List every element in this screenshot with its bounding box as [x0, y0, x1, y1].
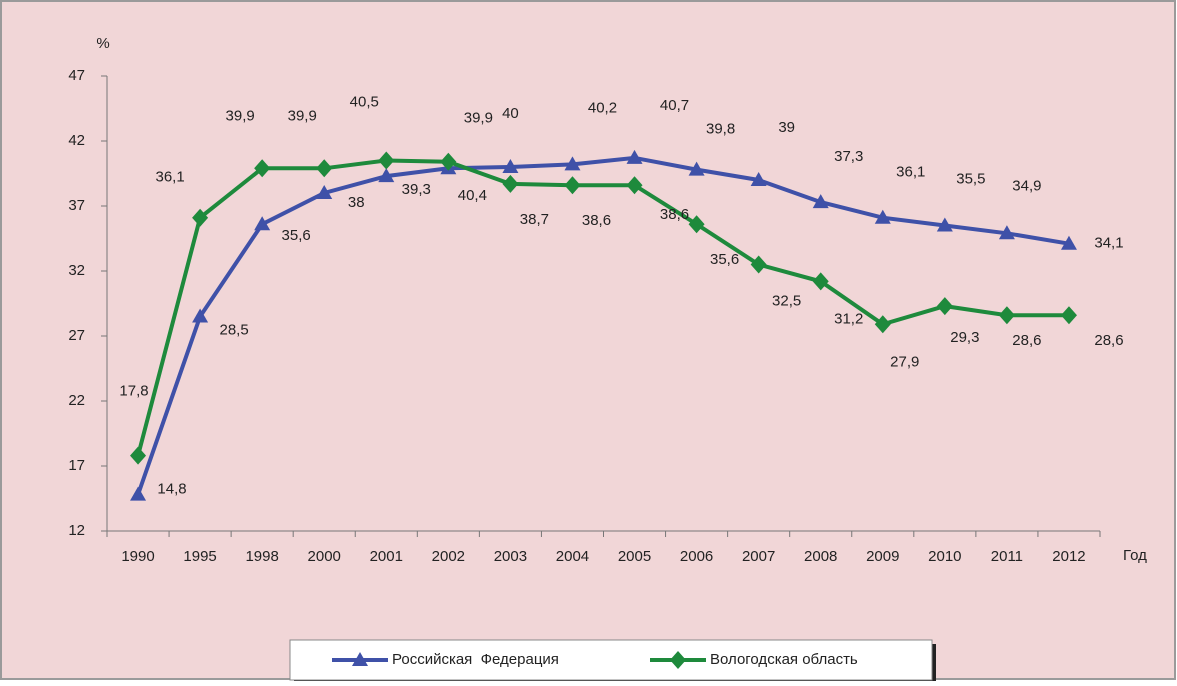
y-tick-label: 42 [68, 132, 85, 149]
data-label: 40,5 [350, 93, 379, 110]
data-label: 39,3 [402, 181, 431, 198]
marker [316, 159, 333, 178]
data-label: 40 [502, 105, 519, 122]
marker [502, 159, 519, 173]
legend-label: Российская Федерация [392, 651, 559, 668]
series-line [136, 155, 1070, 496]
y-tick-label: 32 [68, 262, 85, 279]
x-tick-label: 2005 [618, 548, 651, 565]
data-label: 35,6 [710, 251, 739, 268]
legend [289, 639, 933, 681]
data-label: 40,2 [588, 99, 617, 116]
x-tick-label: 1995 [183, 548, 216, 565]
data-label: 40,7 [660, 97, 689, 114]
marker [688, 161, 705, 176]
data-label: 39,9 [464, 109, 493, 126]
x-tick-label: 2002 [432, 548, 465, 565]
marker [564, 176, 581, 195]
marker [750, 172, 767, 186]
marker [874, 209, 891, 224]
data-label: 39,9 [226, 107, 255, 124]
marker [564, 156, 581, 171]
data-label: 39 [778, 119, 795, 136]
marker [1060, 235, 1077, 250]
data-label: 40,4 [458, 187, 487, 204]
marker [812, 194, 829, 209]
x-tick-label: 1998 [245, 548, 278, 565]
data-label: 38,6 [660, 206, 689, 223]
x-tick-label: 2006 [680, 548, 713, 565]
x-tick-label: 1990 [121, 548, 154, 565]
marker [130, 486, 147, 501]
data-label: 36,1 [896, 164, 925, 181]
data-label: 28,6 [1012, 332, 1041, 349]
x-tick-label: 2007 [742, 548, 775, 565]
legend-label: Вологодская область [710, 651, 858, 668]
y-tick-label: 37 [68, 197, 85, 214]
data-label: 39,9 [288, 107, 317, 124]
y-tick-label: 47 [68, 67, 85, 84]
data-label: 32,5 [772, 292, 801, 309]
y-tick-label: 22 [68, 392, 85, 409]
y-tick-label: 12 [68, 522, 85, 539]
legend-marker [670, 651, 686, 669]
x-tick-label: 2012 [1052, 548, 1085, 565]
marker [998, 306, 1015, 325]
marker [254, 216, 271, 231]
marker [626, 176, 643, 195]
data-label: 38,6 [582, 212, 611, 229]
marker [1060, 306, 1077, 325]
marker [936, 297, 953, 316]
y-tick-label: 17 [68, 457, 85, 474]
data-label: 35,6 [282, 227, 311, 244]
marker [378, 151, 395, 170]
x-tick-label: 2008 [804, 548, 837, 565]
data-label: 28,6 [1094, 332, 1123, 349]
legend-marker [352, 652, 368, 666]
y-tick-label: 27 [68, 327, 85, 344]
data-label: 35,5 [956, 170, 985, 187]
y-axis-label: % [96, 35, 109, 52]
marker [936, 217, 953, 232]
marker [440, 152, 457, 171]
x-tick-label: 2000 [308, 548, 341, 565]
data-label: 38 [348, 194, 365, 211]
marker [316, 185, 333, 199]
x-tick-label: 2010 [928, 548, 961, 565]
data-label: 34,9 [1012, 177, 1041, 194]
marker [626, 149, 643, 164]
x-tick-label: 2001 [370, 548, 403, 565]
data-label: 14,8 [157, 481, 186, 498]
data-label: 38,7 [520, 211, 549, 228]
data-label: 27,9 [890, 353, 919, 370]
x-tick-label: 2003 [494, 548, 527, 565]
marker [874, 315, 891, 334]
data-label: 37,3 [834, 148, 863, 165]
marker [998, 225, 1015, 240]
x-axis-label: Год [1123, 547, 1147, 564]
x-tick-label: 2004 [556, 548, 589, 565]
marker [192, 308, 209, 323]
x-tick-label: 2009 [866, 548, 899, 565]
marker [688, 215, 705, 234]
data-label: 36,1 [155, 169, 184, 186]
data-label: 28,5 [219, 321, 248, 338]
marker [192, 208, 209, 227]
data-label: 31,2 [834, 310, 863, 327]
marker [254, 159, 271, 178]
data-label: 29,3 [950, 329, 979, 346]
data-label: 34,1 [1094, 235, 1123, 252]
data-label: 39,8 [706, 121, 735, 138]
data-label: 17,8 [119, 383, 148, 400]
marker [812, 272, 829, 291]
marker [750, 255, 767, 274]
x-tick-label: 2011 [991, 548, 1023, 565]
series-line [136, 158, 1069, 457]
marker [378, 168, 395, 183]
marker [130, 446, 147, 465]
marker [502, 174, 519, 193]
